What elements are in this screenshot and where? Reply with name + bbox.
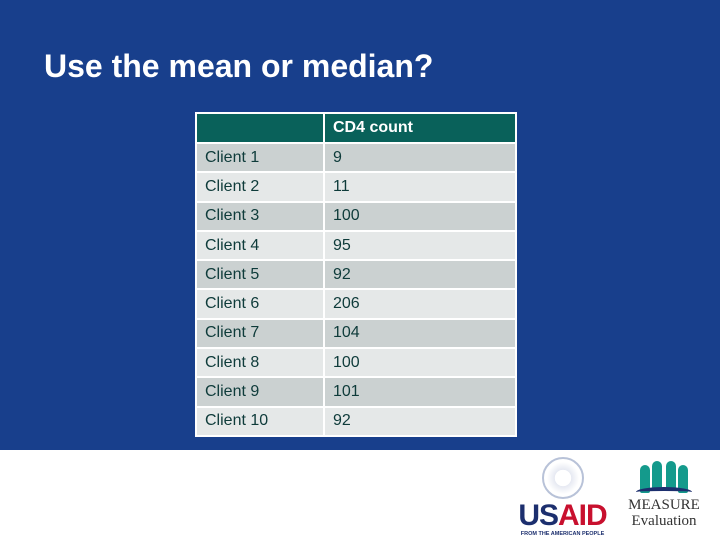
table-row: Client 10 92 (195, 405, 517, 437)
table-row: Client 2 11 (195, 171, 517, 203)
measure-line1: MEASURE (628, 497, 700, 513)
cd4-count-cell: 100 (323, 347, 517, 379)
client-cell: Client 8 (195, 347, 325, 379)
cd4-count-cell: 101 (323, 376, 517, 408)
table-row: Client 8 100 (195, 347, 517, 379)
measure-line2: Evaluation (631, 513, 697, 529)
table-header-row: CD4 count (195, 112, 517, 144)
table-row: Client 6 206 (195, 288, 517, 320)
header-cell: CD4 count (323, 112, 517, 144)
usaid-word: AID (558, 499, 608, 532)
table-row: Client 4 95 (195, 229, 517, 262)
table-row: Client 3 100 (195, 200, 517, 232)
measure-evaluation-logo: MEASURE Evaluation (624, 457, 704, 529)
table-row: Client 9 101 (195, 376, 517, 408)
cd4-count-cell: 206 (323, 288, 517, 320)
cd4-count-cell: 95 (323, 229, 517, 262)
cd4-count-cell: 100 (323, 200, 517, 232)
usaid-tagline: FROM THE AMERICAN PEOPLE (520, 531, 605, 537)
usaid-word: US (518, 499, 559, 532)
table-row: Client 7 104 (195, 317, 517, 350)
client-cell: Client 2 (195, 171, 325, 203)
client-cell: Client 9 (195, 376, 325, 408)
header-cell (195, 112, 325, 144)
cd4-count-cell: 92 (323, 405, 517, 437)
usaid-logo: USAID FROM THE AMERICAN PEOPLE (515, 457, 610, 537)
cd4-count-cell: 9 (323, 141, 517, 174)
client-cell: Client 10 (195, 405, 325, 437)
cd4-count-cell: 11 (323, 171, 517, 203)
client-cell: Client 1 (195, 141, 325, 174)
client-cell: Client 5 (195, 259, 325, 291)
slide-title: Use the mean or median? (44, 48, 434, 84)
cd4-count-cell: 104 (323, 317, 517, 350)
client-cell: Client 6 (195, 288, 325, 320)
table-row: Client 5 92 (195, 259, 517, 291)
cd4-table: CD4 count Client 1 9 Client 2 11 Client 3 100… (195, 112, 517, 437)
client-cell: Client 3 (195, 200, 325, 232)
people-icon (624, 457, 704, 497)
client-cell: Client 4 (195, 229, 325, 262)
client-cell: Client 7 (195, 317, 325, 350)
cd4-count-cell: 92 (323, 259, 517, 291)
usaid-seal-icon (541, 457, 584, 499)
